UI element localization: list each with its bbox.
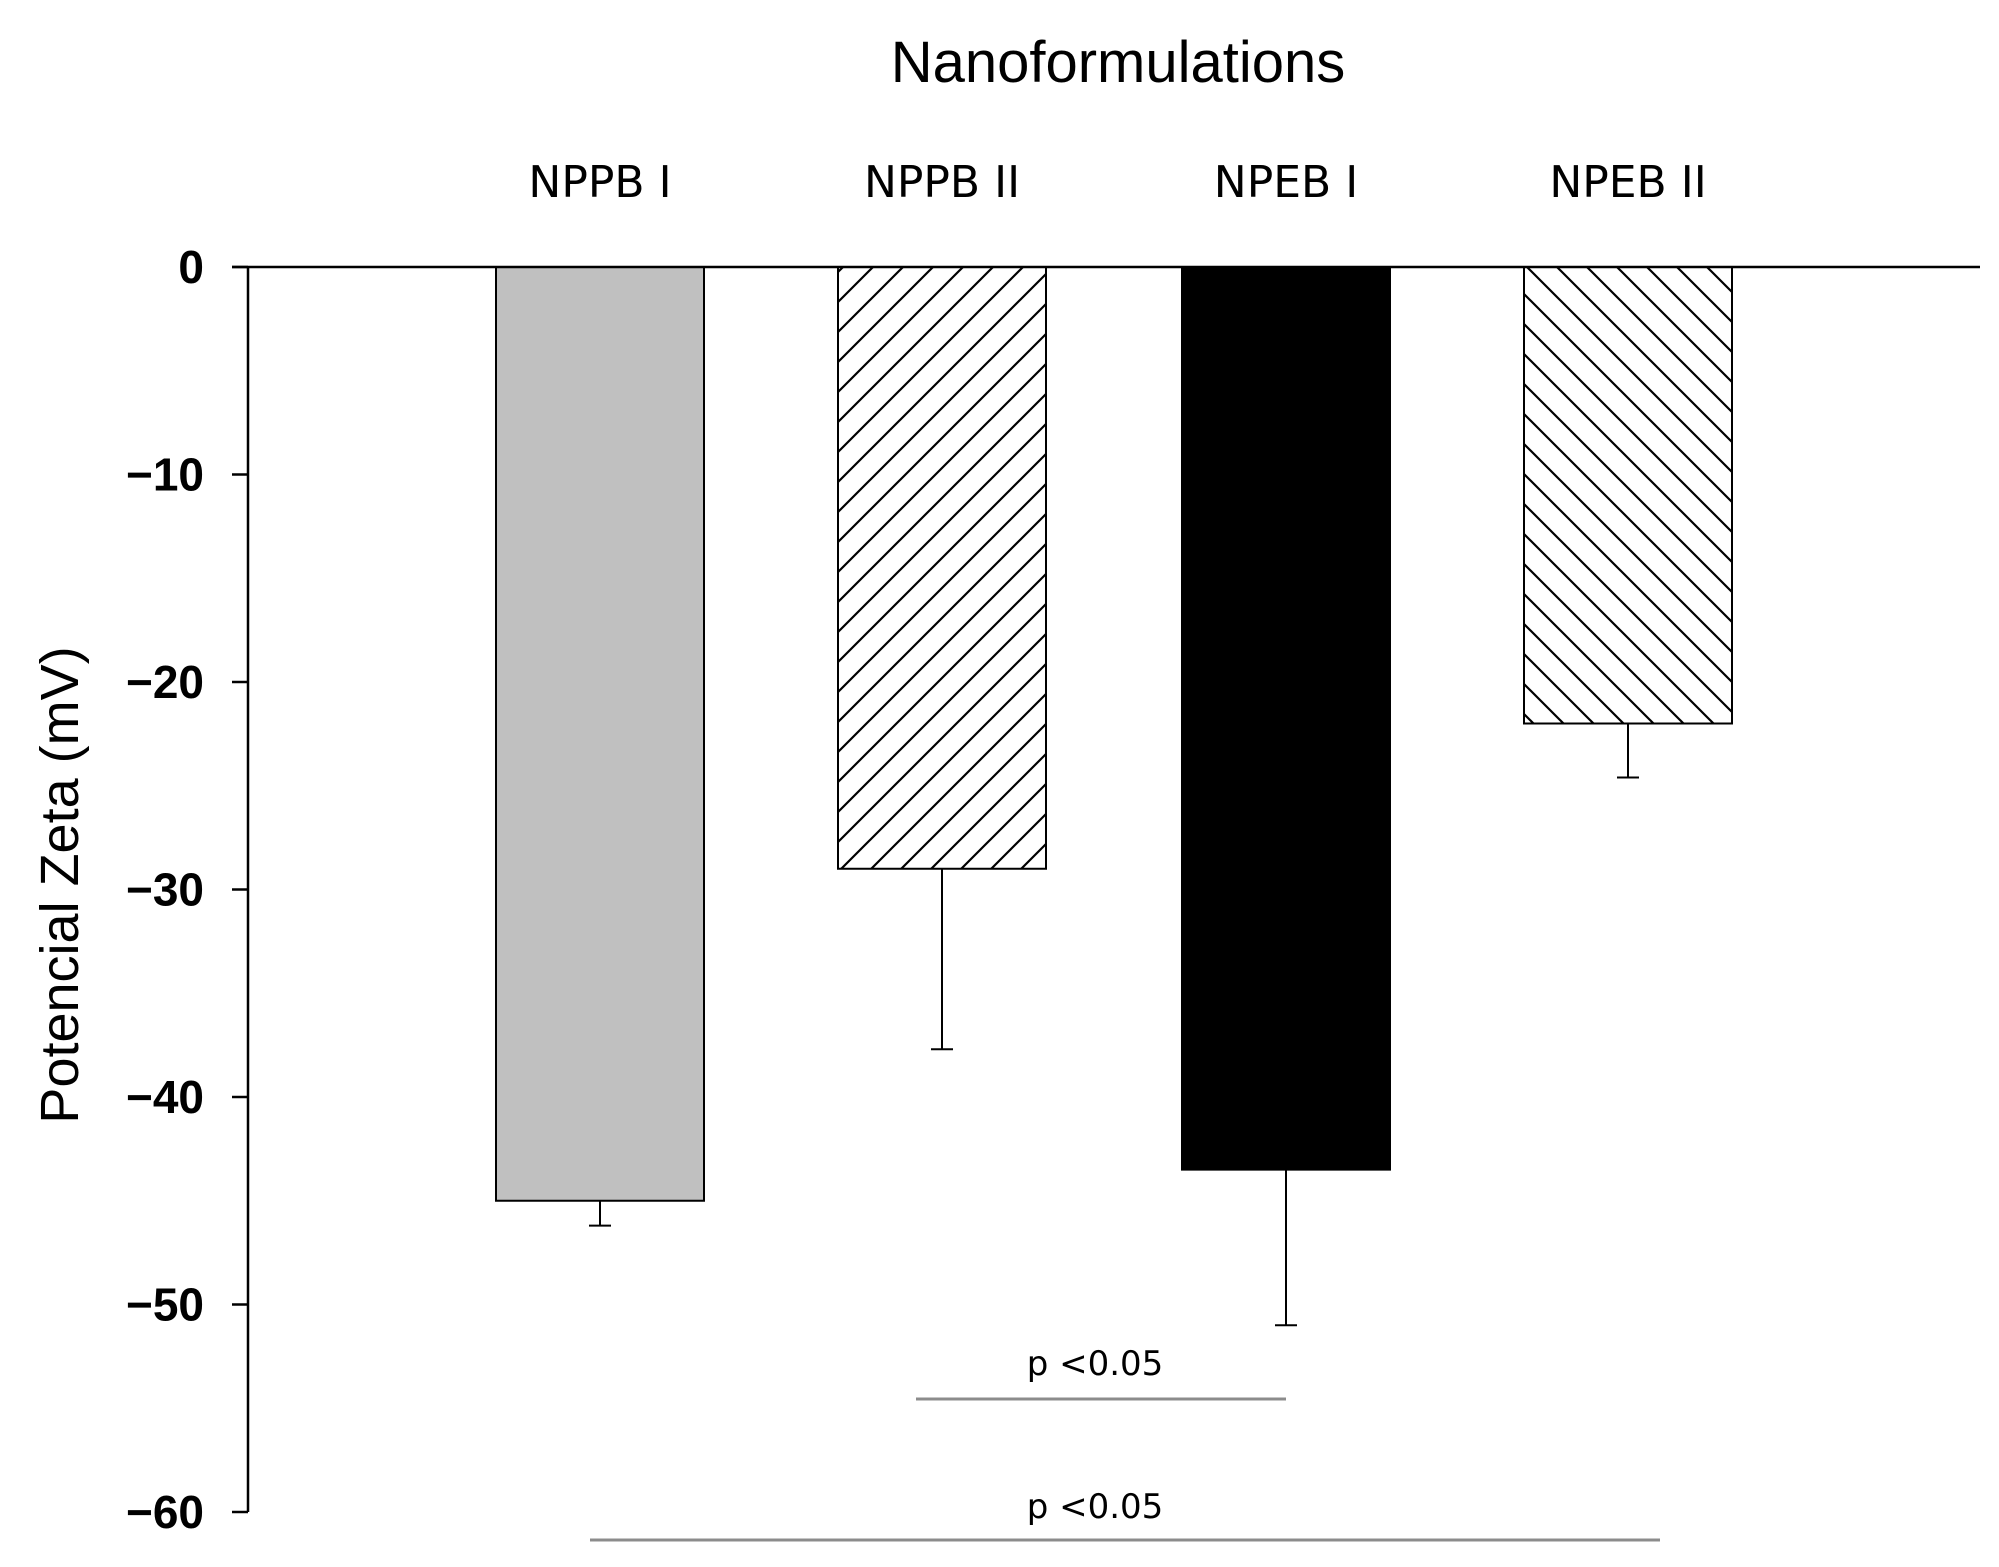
error-bar-nppb-ii — [931, 868, 953, 1051]
category-labels-layer: NPPB I NPPB II NPEB I NPEB II — [528, 157, 1706, 208]
y-tick-label: −10 — [126, 449, 204, 501]
error-bars-layer — [589, 723, 1639, 1327]
bar-npeb-ii — [1523, 266, 1733, 725]
error-bar-npeb-ii — [1617, 723, 1639, 779]
category-label: NPEB II — [1549, 157, 1706, 208]
category-label: NPPB II — [864, 157, 1020, 208]
y-tick-label: −60 — [126, 1486, 204, 1538]
y-tick-label: −50 — [126, 1279, 204, 1331]
error-bar-npeb-i — [1275, 1169, 1297, 1327]
category-label: NPPB I — [528, 157, 671, 208]
y-tick-label: −40 — [126, 1071, 204, 1123]
significance-label: p <0.05 — [1027, 1487, 1164, 1527]
y-axis-label: Potencial Zeta (mV) — [30, 646, 90, 1123]
significance-label: p <0.05 — [1027, 1344, 1164, 1384]
bar-nppb-ii — [837, 266, 1047, 870]
y-ticks-layer: 0 −10 −20 −30 −40 −50 −60 — [126, 241, 248, 1538]
y-tick-label: 0 — [178, 241, 204, 293]
bars-layer — [495, 266, 1733, 1202]
bar-nppb-i — [495, 266, 705, 1202]
significance-annotations: p <0.05 p <0.05 — [590, 1344, 1660, 1542]
y-tick-label: −20 — [126, 656, 204, 708]
category-label: NPEB I — [1214, 157, 1358, 208]
error-bar-nppb-i — [589, 1200, 611, 1227]
chart-title: Nanoformulations — [891, 30, 1346, 95]
y-tick-label: −30 — [126, 864, 204, 916]
bar-npeb-i — [1181, 266, 1391, 1171]
